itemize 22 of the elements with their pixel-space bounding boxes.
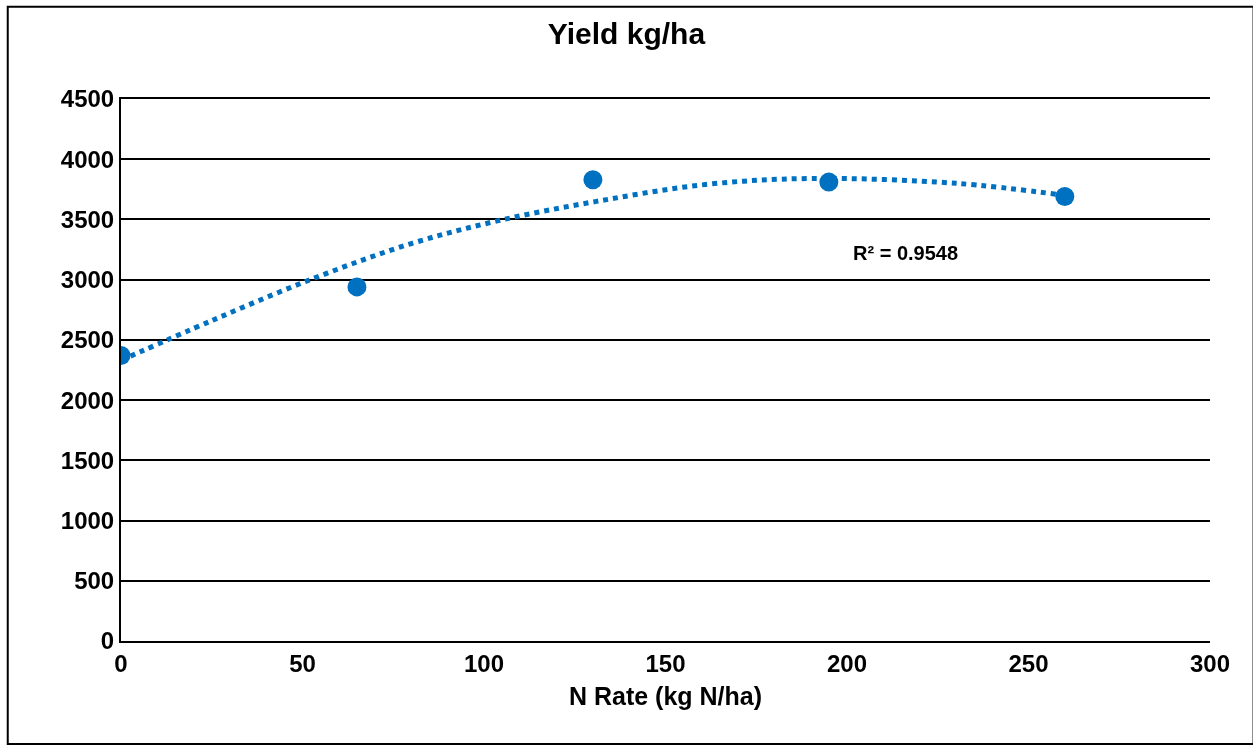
x-tick-label: 100 (463, 649, 505, 677)
y-tick-label: 4500 (60, 85, 115, 113)
y-tick-label: 4000 (60, 145, 115, 173)
y-tick-label: 2500 (60, 326, 115, 354)
y-tick-label: 2000 (60, 386, 115, 414)
y-tick-label: 3500 (60, 205, 115, 233)
y-tick-label: 1500 (60, 446, 115, 474)
point (347, 277, 367, 297)
y-tick-label: 500 (74, 567, 115, 595)
y-tick-label: 3000 (60, 266, 115, 294)
x-tick-label: 300 (1189, 649, 1231, 677)
x-tick-label: 50 (289, 649, 316, 677)
x-tick-label: 200 (826, 649, 868, 677)
y-tick-label: 1000 (60, 506, 115, 534)
x-tick-label: 250 (1008, 649, 1049, 677)
chart-title: Yield kg/ha (547, 17, 706, 51)
x-axis-title: N Rate (kg N/ha) (568, 682, 763, 711)
point (1055, 187, 1075, 207)
y-tick-label: 0 (100, 627, 115, 655)
x-tick-label: 150 (645, 649, 686, 677)
point (583, 170, 603, 190)
annotation: R² = 0.9548 (853, 242, 959, 264)
